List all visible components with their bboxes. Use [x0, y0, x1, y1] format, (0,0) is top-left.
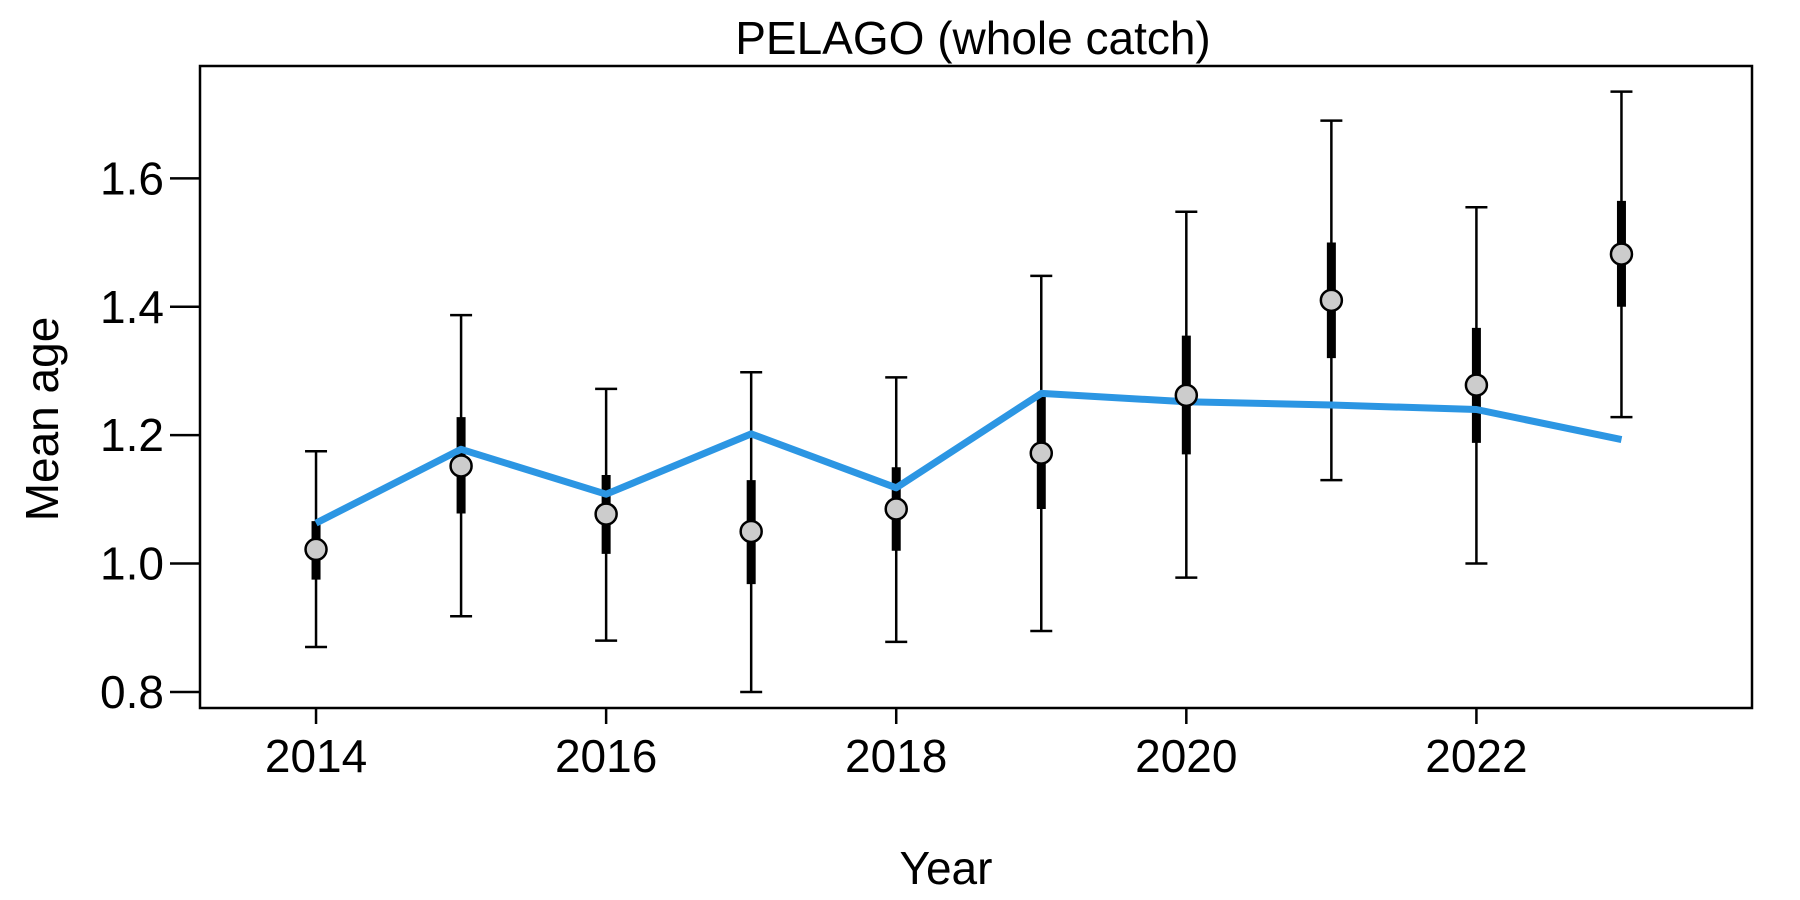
- x-tick-label-2020: 2020: [1135, 730, 1237, 782]
- outer-interval-bars: [305, 90, 1633, 694]
- y-tick-label-1: 1.0: [100, 538, 164, 590]
- x-tick-label-2022: 2022: [1425, 730, 1527, 782]
- data-point-2022: [1464, 373, 1489, 397]
- data-point-2017: [739, 519, 763, 544]
- data-point-2016: [594, 502, 618, 526]
- plot-frame: [198, 64, 1754, 710]
- inner-interval-bars: [311, 200, 1626, 585]
- observation-points: [304, 242, 1634, 562]
- x-tick-label-2018: 2018: [845, 730, 947, 782]
- data-point-2019: [1029, 441, 1054, 465]
- x-tick-label-2014: 2014: [265, 730, 367, 782]
- data-point-2023: [1609, 242, 1634, 266]
- data-point-2015: [449, 454, 473, 478]
- data-point-2014: [304, 537, 328, 562]
- chart-title: PELAGO (whole catch): [735, 12, 1211, 64]
- axes: 2014 2016 2018 2020 2022 0.8 1.0 1.2 1.4 1.6: [100, 64, 1754, 782]
- x-tick-label-2016: 2016: [555, 730, 657, 782]
- y-axis-label: Mean age: [16, 317, 68, 522]
- x-axis-label: Year: [900, 842, 993, 894]
- fit-line: [314, 389, 1623, 527]
- data-point-2021: [1319, 288, 1344, 313]
- fit-line-layer: [314, 389, 1623, 527]
- data-point-2020: [1174, 383, 1199, 408]
- y-tick-label-1.4: 1.4: [100, 281, 164, 333]
- y-tick-label-0.8: 0.8: [100, 666, 164, 718]
- data-point-2018: [884, 497, 908, 521]
- y-tick-label-1.6: 1.6: [100, 152, 164, 204]
- y-tick-label-1.2: 1.2: [100, 409, 164, 461]
